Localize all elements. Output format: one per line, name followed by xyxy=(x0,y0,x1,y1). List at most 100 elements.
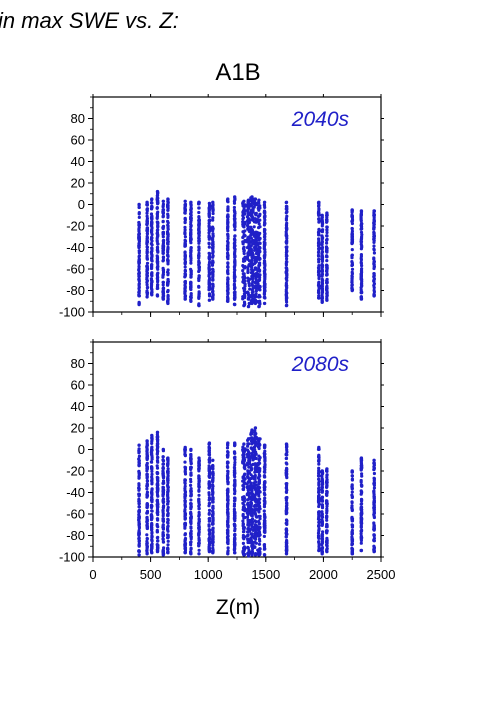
data-point xyxy=(262,301,267,306)
data-point xyxy=(324,540,329,544)
data-point xyxy=(226,222,230,226)
data-point xyxy=(211,200,215,204)
data-point xyxy=(161,283,165,287)
data-point xyxy=(189,489,193,493)
data-point xyxy=(166,487,170,492)
data-point xyxy=(183,478,187,482)
data-point xyxy=(155,239,159,244)
data-point xyxy=(241,230,246,234)
data-point xyxy=(242,506,246,510)
data-point xyxy=(211,546,215,550)
data-point xyxy=(156,455,160,459)
data-point xyxy=(246,257,250,261)
data-point xyxy=(137,516,141,520)
data-point xyxy=(359,548,364,553)
data-point xyxy=(208,485,212,489)
x-tick-label: 2000 xyxy=(309,567,338,582)
data-point xyxy=(263,547,267,551)
data-point xyxy=(249,240,253,244)
data-point xyxy=(249,473,253,477)
panels: 806040200-20-40-60-80-1002040s806040200-… xyxy=(59,94,395,582)
data-point xyxy=(155,212,159,216)
data-point xyxy=(189,207,193,211)
data-point xyxy=(350,275,354,279)
data-point xyxy=(372,214,376,218)
data-point xyxy=(233,463,237,467)
data-point xyxy=(284,442,289,446)
data-point xyxy=(241,269,245,273)
data-point xyxy=(197,538,201,542)
data-point xyxy=(285,254,289,258)
data-point xyxy=(211,242,215,246)
data-point xyxy=(247,301,251,305)
data-point xyxy=(325,269,329,273)
data-point xyxy=(325,264,329,268)
data-point xyxy=(211,236,215,240)
data-point xyxy=(258,456,262,460)
data-point xyxy=(317,477,321,481)
data-point xyxy=(211,484,215,488)
data-point xyxy=(350,546,354,551)
data-point xyxy=(189,498,193,502)
data-point xyxy=(189,480,193,484)
data-point xyxy=(137,499,141,504)
data-point xyxy=(207,451,211,455)
data-point xyxy=(145,503,149,507)
data-point xyxy=(242,303,246,308)
data-point xyxy=(166,517,170,521)
data-point xyxy=(137,274,141,278)
data-point xyxy=(197,467,201,471)
data-point xyxy=(183,297,187,301)
data-point xyxy=(183,289,187,293)
data-point xyxy=(208,456,212,460)
x-tick-label: 0 xyxy=(89,567,96,582)
data-point xyxy=(210,522,215,526)
data-point xyxy=(166,253,170,257)
data-point xyxy=(183,250,187,254)
data-point xyxy=(233,234,237,238)
data-point xyxy=(256,255,260,259)
data-point xyxy=(285,503,289,507)
data-point xyxy=(245,290,250,295)
data-point xyxy=(253,281,257,285)
data-point xyxy=(258,273,262,277)
data-point xyxy=(249,236,253,240)
data-point xyxy=(150,283,154,287)
data-point xyxy=(166,456,170,460)
data-point xyxy=(242,553,246,557)
data-point xyxy=(359,502,363,506)
data-point xyxy=(183,235,187,239)
data-point xyxy=(207,508,212,512)
data-point xyxy=(150,509,154,513)
data-point xyxy=(359,221,364,225)
data-point xyxy=(263,468,267,472)
data-point xyxy=(137,278,141,282)
data-point xyxy=(197,277,201,281)
data-point xyxy=(359,534,363,538)
data-point xyxy=(137,262,141,266)
data-point xyxy=(197,236,201,240)
data-point xyxy=(350,229,354,233)
data-point xyxy=(263,221,267,226)
data-point xyxy=(253,267,257,271)
data-point xyxy=(183,516,187,520)
data-point xyxy=(226,503,230,507)
data-point xyxy=(137,549,141,553)
data-point xyxy=(162,481,166,485)
data-point xyxy=(183,532,187,536)
data-point xyxy=(325,246,329,250)
data-point xyxy=(197,303,201,308)
data-point xyxy=(359,214,363,218)
data-point xyxy=(197,230,201,234)
data-point xyxy=(208,255,212,259)
data-point xyxy=(150,542,154,546)
data-point xyxy=(233,228,237,232)
data-point xyxy=(242,211,246,215)
data-point xyxy=(137,212,141,216)
y-tick-label: -80 xyxy=(66,528,85,543)
data-point xyxy=(359,288,363,292)
data-point xyxy=(262,256,267,260)
data-point xyxy=(189,547,193,551)
data-point xyxy=(156,445,160,449)
